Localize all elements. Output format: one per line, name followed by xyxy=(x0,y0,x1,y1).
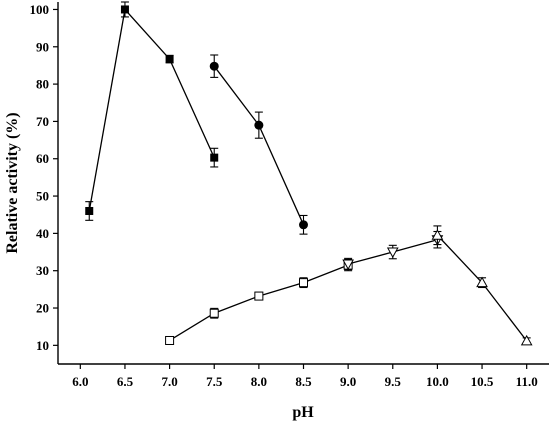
x-tick-label: 10.0 xyxy=(426,374,449,389)
y-tick-label: 60 xyxy=(36,151,49,166)
data-point xyxy=(476,276,488,288)
y-tick-label: 70 xyxy=(36,114,49,129)
x-tick-label: 9.0 xyxy=(340,374,356,389)
y-tick-label: 40 xyxy=(36,226,49,241)
y-tick-label: 80 xyxy=(36,77,49,92)
data-point xyxy=(386,247,399,259)
data-point xyxy=(120,5,129,14)
series-3 xyxy=(165,258,353,345)
y-axis-title: Relative activity (%) xyxy=(4,112,21,253)
plot-area xyxy=(85,1,533,346)
x-axis: 6.0 6.5 7.0 7.5 8.0 8.5 9.0 9.5 10.0 10.5 11.0 pH xyxy=(58,363,549,421)
data-point xyxy=(342,259,354,271)
series-4 xyxy=(342,230,444,271)
data-point xyxy=(299,278,308,288)
x-tick-label: 7.5 xyxy=(206,374,223,389)
y-tick-label: 30 xyxy=(36,263,49,278)
x-tick-label: 6.0 xyxy=(72,374,88,389)
series-1 xyxy=(85,1,219,221)
data-point xyxy=(299,220,308,230)
data-point xyxy=(209,61,219,71)
data-point xyxy=(520,334,533,346)
x-tick-label: 11.0 xyxy=(516,374,538,389)
data-point xyxy=(254,120,264,130)
y-tick-label: 100 xyxy=(30,2,50,17)
y-axis: 10 20 30 40 50 60 70 80 90 100 Relative activity … xyxy=(4,2,59,364)
series-2 xyxy=(209,54,308,235)
x-tick-label: 8.5 xyxy=(295,374,312,389)
y-tick-label: 10 xyxy=(36,338,49,353)
data-point xyxy=(165,55,174,64)
y-tick-label: 20 xyxy=(36,301,49,316)
data-point xyxy=(85,206,94,215)
x-tick-label: 7.0 xyxy=(161,374,177,389)
series-line xyxy=(213,65,305,226)
data-point xyxy=(209,308,219,318)
data-point xyxy=(254,291,264,301)
x-tick-label: 8.0 xyxy=(251,374,267,389)
series-line xyxy=(169,264,349,342)
data-point xyxy=(165,335,175,345)
x-tick-group: 6.0 6.5 7.0 7.5 8.0 8.5 9.0 9.5 10.0 10.5 11.0 xyxy=(72,364,538,389)
y-tick-label: 50 xyxy=(36,189,49,204)
series-line xyxy=(88,8,215,212)
y-tick-group: 10 20 30 40 50 60 70 80 90 100 xyxy=(30,2,58,353)
x-tick-label: 10.5 xyxy=(471,374,494,389)
y-tick-label: 90 xyxy=(36,39,49,54)
series-line xyxy=(436,234,528,342)
series-5 xyxy=(431,225,533,346)
x-tick-label: 9.5 xyxy=(385,374,402,389)
x-axis-title: pH xyxy=(292,404,314,421)
data-point xyxy=(210,153,219,162)
x-tick-label: 6.5 xyxy=(117,374,134,389)
data-point xyxy=(431,229,444,240)
